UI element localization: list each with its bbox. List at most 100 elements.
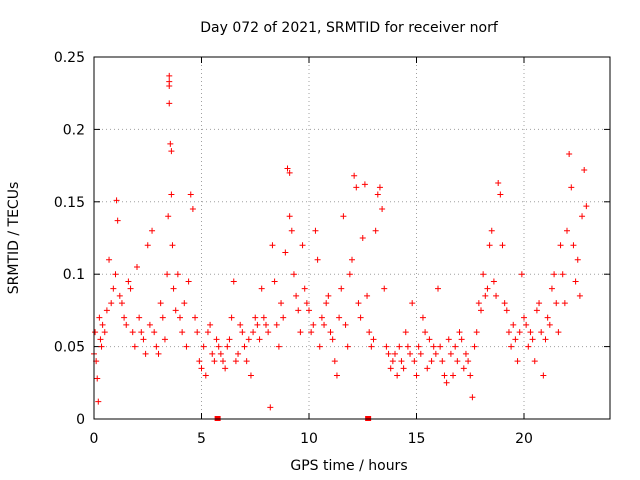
data-point xyxy=(194,329,201,336)
data-point xyxy=(381,285,388,292)
data-point xyxy=(239,329,246,336)
data-point xyxy=(471,343,478,350)
data-point xyxy=(224,343,231,350)
data-point xyxy=(140,336,147,343)
data-point xyxy=(564,227,570,234)
data-point xyxy=(368,343,375,350)
data-point xyxy=(192,314,199,321)
data-point xyxy=(316,343,323,350)
data-point xyxy=(136,314,143,321)
data-point xyxy=(174,271,181,278)
plot-frame xyxy=(93,56,611,420)
data-point xyxy=(243,358,250,365)
data-point xyxy=(546,321,553,328)
data-point xyxy=(217,350,224,357)
data-point xyxy=(258,285,265,292)
data-point xyxy=(419,314,426,321)
data-point xyxy=(568,184,575,191)
data-point xyxy=(293,292,300,299)
data-point xyxy=(516,329,523,336)
data-point xyxy=(131,343,138,350)
data-point xyxy=(540,372,547,379)
data-point xyxy=(379,206,386,213)
data-point xyxy=(501,300,508,307)
data-point xyxy=(189,206,196,213)
data-point xyxy=(278,300,285,307)
data-point xyxy=(101,329,108,336)
data-point xyxy=(478,307,484,314)
data-point xyxy=(413,372,420,379)
data-point xyxy=(142,350,149,357)
data-point xyxy=(269,242,276,249)
data-point xyxy=(170,285,177,292)
data-point xyxy=(486,242,493,249)
data-point xyxy=(383,343,390,350)
data-point xyxy=(230,278,237,285)
data-point xyxy=(329,336,336,343)
data-point xyxy=(435,285,441,292)
data-point xyxy=(441,372,448,379)
data-point xyxy=(103,307,110,314)
data-point xyxy=(559,271,566,278)
data-point xyxy=(168,191,175,198)
data-point xyxy=(355,300,362,307)
data-point xyxy=(172,307,179,314)
data-point xyxy=(213,336,220,343)
data-point xyxy=(583,203,590,210)
data-point xyxy=(284,165,291,172)
data-point xyxy=(551,271,558,278)
data-point xyxy=(312,227,319,234)
data-point xyxy=(579,213,586,220)
data-point xyxy=(336,314,343,321)
data-point xyxy=(572,278,579,285)
data-point xyxy=(118,300,125,307)
data-point xyxy=(581,166,588,173)
data-point xyxy=(204,329,211,336)
data-point xyxy=(398,358,405,365)
data-point xyxy=(290,271,297,278)
data-point xyxy=(327,329,334,336)
axis-ticks: 0 0.05 0.1 0.15 0.2 0.25 0 5 10 15 20 xyxy=(54,50,610,447)
data-point xyxy=(415,343,422,350)
data-point xyxy=(402,329,409,336)
data-point xyxy=(514,358,521,365)
y-tick-label: 0.25 xyxy=(54,50,85,66)
data-point xyxy=(351,172,358,179)
data-point xyxy=(553,300,560,307)
data-point xyxy=(531,358,538,365)
data-point xyxy=(144,242,151,249)
data-point xyxy=(202,372,209,379)
data-point xyxy=(523,321,530,328)
data-point xyxy=(110,285,117,292)
data-point xyxy=(166,100,173,107)
data-point xyxy=(306,307,312,314)
y-tick-label: 0.1 xyxy=(63,267,85,283)
data-point xyxy=(508,343,515,350)
data-point xyxy=(465,358,472,365)
data-point xyxy=(400,365,407,372)
data-point xyxy=(428,358,435,365)
data-point xyxy=(475,300,482,307)
data-point xyxy=(241,343,248,350)
x-tick-label: 5 xyxy=(197,431,206,447)
data-point xyxy=(407,350,414,357)
data-point xyxy=(94,375,101,382)
data-point xyxy=(357,314,364,321)
data-point xyxy=(536,300,543,307)
data-point xyxy=(228,314,235,321)
data-point xyxy=(98,343,105,350)
data-point xyxy=(488,227,495,234)
data-point xyxy=(538,329,545,336)
data-point xyxy=(359,235,366,241)
x-tick-label: 10 xyxy=(300,431,318,447)
data-point xyxy=(151,329,158,336)
data-point xyxy=(469,394,476,401)
data-point xyxy=(299,242,306,249)
data-point xyxy=(490,278,497,285)
data-point xyxy=(252,314,259,321)
data-point xyxy=(374,191,381,198)
data-point xyxy=(116,292,123,299)
data-point xyxy=(260,314,267,321)
data-point xyxy=(447,350,454,357)
data-point xyxy=(323,300,330,307)
